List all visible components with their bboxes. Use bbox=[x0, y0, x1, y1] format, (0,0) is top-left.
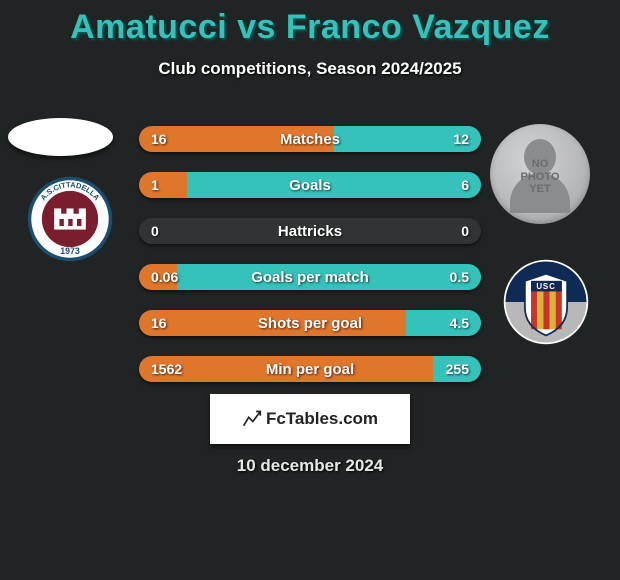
club-badge-left: A.S.CITTADELLA 1973 bbox=[26, 175, 114, 263]
page-title: Amatucci vs Franco Vazquez bbox=[0, 0, 620, 47]
stats-panel: 1612Matches 16Goals 00Hattricks 0.060.5Goal… bbox=[139, 126, 481, 402]
footer-date: 10 december 2024 bbox=[0, 456, 620, 476]
stat-row: 00Hattricks bbox=[139, 218, 481, 244]
stat-metric-label: Shots per goal bbox=[139, 310, 481, 336]
player-right-avatar: NO PHOTO YET bbox=[490, 124, 590, 224]
no-photo-label: NO PHOTO YET bbox=[490, 158, 590, 196]
stat-metric-label: Hattricks bbox=[139, 218, 481, 244]
club-badge-right: USC bbox=[502, 258, 590, 346]
stat-row: 164.5Shots per goal bbox=[139, 310, 481, 336]
stat-row: 1612Matches bbox=[139, 126, 481, 152]
stat-row: 0.060.5Goals per match bbox=[139, 264, 481, 290]
chart-icon bbox=[242, 409, 262, 429]
stat-metric-label: Goals per match bbox=[139, 264, 481, 290]
brand-text: FcTables.com bbox=[266, 409, 378, 429]
svg-text:USC: USC bbox=[536, 282, 555, 291]
stat-metric-label: Min per goal bbox=[139, 356, 481, 382]
stat-metric-label: Matches bbox=[139, 126, 481, 152]
stat-row: 1562255Min per goal bbox=[139, 356, 481, 382]
page-subtitle: Club competitions, Season 2024/2025 bbox=[0, 59, 620, 79]
stat-metric-label: Goals bbox=[139, 172, 481, 198]
svg-text:1973: 1973 bbox=[60, 246, 80, 256]
brand-badge: FcTables.com bbox=[210, 394, 410, 444]
player-left-avatar bbox=[8, 118, 113, 156]
stat-row: 16Goals bbox=[139, 172, 481, 198]
